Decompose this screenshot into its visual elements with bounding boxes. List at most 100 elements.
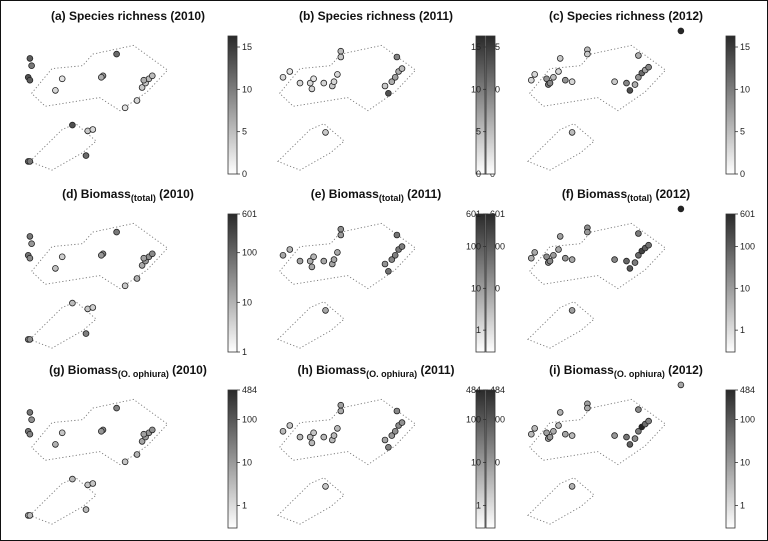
site-point: [310, 75, 317, 83]
site-point: [623, 79, 630, 87]
site-point: [113, 50, 120, 58]
site-point: [635, 406, 642, 413]
site-point: [568, 307, 576, 314]
colorbar-tick-label: 100: [490, 414, 505, 424]
colorbar-left-tick-label: 484: [466, 385, 481, 395]
site-point: [308, 439, 316, 447]
colorbar: [475, 35, 486, 175]
colorbar-tick-label: 484: [242, 385, 257, 395]
colorbar-tick-label: 601: [740, 209, 755, 219]
site-point: [306, 433, 314, 441]
site-point: [391, 252, 399, 259]
panel-title-year: (2010): [167, 9, 205, 23]
panel-b: (b) Species richness (2011) 0 5 10 15: [277, 9, 500, 179]
site-point: [388, 78, 396, 85]
colorbar: [475, 389, 486, 529]
panel-title: (e) Biomass(total) (2011): [311, 187, 441, 203]
site-point: [561, 430, 569, 438]
site-point: [611, 78, 618, 85]
panel-title-year: (2010): [156, 187, 194, 201]
site-point: [561, 76, 569, 84]
site-point: [631, 259, 639, 266]
site-point: [561, 254, 569, 262]
site-point: [555, 68, 562, 75]
panel-title-year: (2012): [652, 187, 690, 201]
site-point: [527, 76, 535, 84]
panel-a: (a) Species richness (2010) 0 5 10 15: [24, 9, 252, 179]
site-point: [121, 104, 129, 112]
panel-title-year: (2012): [665, 9, 703, 23]
site-point: [543, 75, 550, 83]
site-point: [626, 265, 634, 272]
site-point: [635, 427, 642, 435]
colorbar: [227, 213, 238, 353]
panel-c: (c) Species richness (2012) 0 5 10 15 0 5 10 15: [471, 9, 750, 179]
colorbar-tick-label: 100: [490, 242, 505, 252]
colorbar-tick-label: 0: [242, 169, 247, 179]
panel-title: (f) Biomass(total) (2012): [562, 187, 690, 203]
site-point: [677, 205, 685, 213]
site-point: [58, 253, 66, 261]
site-point: [52, 87, 59, 94]
panel-title-main: (e) Biomass: [311, 187, 379, 201]
site-point: [279, 74, 287, 81]
survey-area-south: [29, 301, 97, 349]
panel-title-main: (h) Biomass: [297, 363, 366, 377]
site-point: [388, 432, 396, 439]
site-point: [337, 53, 345, 61]
survey-area-south: [277, 477, 345, 525]
colorbar: [725, 213, 736, 353]
site-point: [113, 228, 120, 236]
panel-title-main: (i) Biomass: [549, 363, 614, 377]
site-point: [140, 254, 148, 262]
colorbar-tick-label: 100: [242, 414, 257, 424]
panel-title-main: (b) Species richness: [299, 9, 416, 23]
site-point: [555, 422, 562, 429]
site-point: [138, 262, 146, 269]
site-point: [568, 78, 576, 85]
colorbar-tick-label: 1: [242, 501, 247, 511]
site-point: [584, 50, 591, 58]
site-point: [89, 126, 97, 133]
site-point: [330, 78, 338, 85]
survey-area-south: [527, 477, 595, 525]
panel-title-subscript: (total): [379, 193, 404, 203]
colorbar-left: [485, 389, 496, 529]
site-point: [568, 483, 576, 490]
site-point: [121, 458, 129, 466]
colorbar-left-tick-label: 10: [471, 457, 481, 467]
site-point: [98, 427, 105, 435]
panel-title-main: (g) Biomass: [49, 363, 118, 377]
colorbar-tick-label: 15: [740, 42, 750, 52]
survey-area-north: [528, 398, 667, 466]
site-point: [322, 129, 329, 136]
site-point: [337, 47, 345, 55]
site-point: [645, 417, 652, 425]
site-point: [631, 435, 639, 442]
survey-area-south: [527, 301, 595, 349]
site-point: [645, 63, 652, 71]
colorbar-tick-label: 601: [490, 209, 505, 219]
site-point: [556, 55, 564, 62]
site-point: [52, 441, 59, 448]
colorbar: [475, 213, 486, 353]
site-point: [635, 52, 642, 59]
site-point: [393, 407, 401, 415]
site-point: [149, 426, 156, 434]
panel-title: (d) Biomass(total) (2010): [62, 187, 194, 203]
site-point: [149, 72, 156, 80]
colorbar-tick-label: 15: [242, 42, 252, 52]
site-point: [546, 257, 554, 265]
panel-title-subscript: (O. ophiura): [614, 369, 665, 379]
site-point: [26, 254, 34, 262]
site-point: [82, 506, 90, 513]
site-point: [611, 256, 618, 263]
site-point: [337, 225, 345, 233]
colorbar-tick-label: 601: [242, 209, 257, 219]
survey-area-south: [277, 123, 345, 171]
site-point: [149, 250, 156, 258]
site-point: [568, 256, 576, 263]
colorbar-left: [485, 35, 496, 175]
site-point: [98, 252, 105, 259]
site-point: [140, 430, 148, 438]
